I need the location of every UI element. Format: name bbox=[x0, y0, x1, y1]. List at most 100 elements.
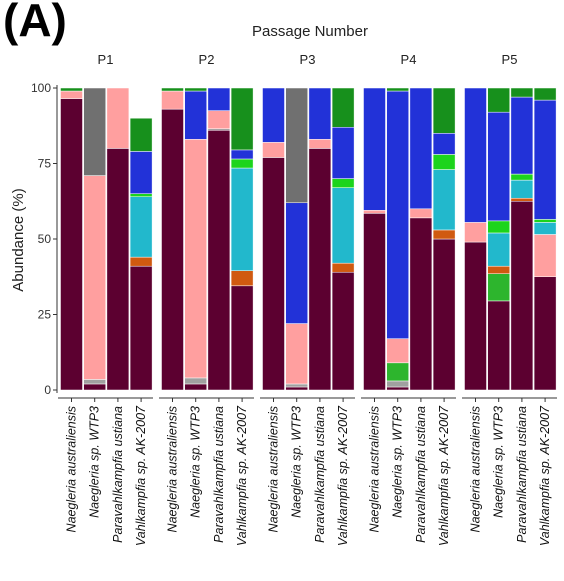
bar-segment bbox=[464, 87, 487, 223]
bar-segment bbox=[331, 271, 355, 391]
bar-segment bbox=[285, 87, 308, 204]
bar-segment bbox=[262, 142, 285, 158]
bar-segment bbox=[510, 96, 534, 175]
y-axis: 0 25 50 75 100 bbox=[31, 81, 58, 397]
bar-segment bbox=[230, 149, 254, 160]
bar-segment bbox=[510, 201, 534, 391]
bar-segment bbox=[207, 110, 231, 130]
bar-segment bbox=[207, 130, 231, 391]
facet-p5: P5 Naegleria australiensis Naegleria sp. W… bbox=[462, 49, 557, 546]
bar-segment bbox=[432, 229, 456, 240]
bar-segment bbox=[106, 148, 130, 391]
bar-segment bbox=[510, 197, 534, 202]
bar-segment bbox=[533, 222, 557, 235]
bar-segment bbox=[487, 265, 510, 274]
facet-p2: P2 Naegleria australiensis Naegleria sp. W… bbox=[159, 49, 254, 546]
bar-segment bbox=[386, 386, 409, 391]
y-tick-label: 50 bbox=[38, 232, 52, 246]
x-tick-label: Vahlkampfia sp. AK-2007 bbox=[235, 405, 249, 546]
bar-segment bbox=[432, 87, 456, 134]
bar-segment bbox=[184, 87, 207, 92]
bar-segment bbox=[331, 127, 355, 179]
bar-segment bbox=[230, 158, 254, 169]
bar-segment bbox=[129, 196, 153, 258]
bar-segment bbox=[533, 234, 557, 277]
x-tick-label: Naegleria australiensis bbox=[368, 406, 382, 532]
bar-segment bbox=[331, 178, 355, 188]
bar-segment bbox=[262, 157, 285, 391]
x-tick-label: Naegleria australiensis bbox=[166, 406, 180, 532]
x-tick-label: Paravahlkampfia ustiana bbox=[111, 406, 125, 543]
bar-segment bbox=[129, 265, 153, 391]
bar-segment bbox=[308, 139, 332, 149]
facet-p1: P1 Naegleria australiensis Naegleria sp. W… bbox=[58, 49, 153, 546]
bar-segment bbox=[129, 193, 153, 197]
bar-segment bbox=[129, 256, 153, 267]
x-tick-label: Naegleria australiensis bbox=[65, 406, 79, 532]
bar-segment bbox=[60, 90, 83, 99]
bar-segment bbox=[207, 87, 231, 111]
panel-label: (A) bbox=[3, 0, 67, 46]
bar-segment bbox=[464, 222, 487, 243]
bar-segment bbox=[161, 90, 184, 110]
bar-segment bbox=[510, 87, 534, 98]
bar-segment bbox=[386, 362, 409, 382]
bar-segment bbox=[510, 173, 534, 181]
bar-segment bbox=[161, 87, 184, 92]
y-axis-label: Abundance (%) bbox=[10, 188, 27, 291]
facet-strip-label: P4 bbox=[401, 52, 417, 67]
y-tick-label: 100 bbox=[31, 81, 51, 95]
facet-group: P1 Naegleria australiensis Naegleria sp. W… bbox=[58, 49, 557, 546]
bar-segment bbox=[363, 87, 386, 211]
x-tick-label: Naegleria australiensis bbox=[267, 406, 281, 532]
bar-segment bbox=[230, 167, 254, 271]
bar-segment bbox=[230, 270, 254, 287]
bar-segment bbox=[487, 87, 510, 113]
bar-segment bbox=[487, 111, 510, 222]
bar-segment bbox=[230, 87, 254, 151]
bar-segment bbox=[184, 139, 207, 379]
facet-strip bbox=[462, 49, 557, 69]
bar-segment bbox=[184, 377, 207, 385]
bar-segment bbox=[409, 208, 433, 219]
x-tick-label: Naegleria sp. WTP3 bbox=[290, 406, 304, 518]
x-tick-label: Naegleria sp. WTP3 bbox=[88, 406, 102, 518]
y-tick-label: 0 bbox=[44, 383, 51, 397]
bar-segment bbox=[60, 98, 83, 391]
bar-segment bbox=[83, 383, 106, 391]
bar-segment bbox=[432, 169, 456, 231]
bar-segment bbox=[285, 202, 308, 324]
facet-p3: P3 Naegleria australiensis Naegleria sp. W… bbox=[260, 49, 355, 546]
bar-segment bbox=[386, 90, 409, 339]
bar-segment bbox=[106, 87, 130, 149]
bar-segment bbox=[83, 175, 106, 380]
bar-segment bbox=[83, 379, 106, 385]
x-tick-label: Paravahlkampfia ustiana bbox=[212, 406, 226, 543]
bar-segment bbox=[230, 285, 254, 391]
y-tick-label: 75 bbox=[38, 157, 52, 171]
bar-segment bbox=[386, 87, 409, 92]
bar-segment bbox=[464, 241, 487, 391]
bar-segment bbox=[363, 213, 386, 391]
bar-segment bbox=[285, 386, 308, 391]
x-tick-label: Vahlkampfia sp. AK-2007 bbox=[538, 405, 552, 546]
bar-segment bbox=[386, 338, 409, 364]
x-tick-label: Naegleria sp. WTP3 bbox=[189, 406, 203, 518]
x-tick-label: Naegleria sp. WTP3 bbox=[492, 406, 506, 518]
bar-segment bbox=[83, 87, 106, 176]
x-tick-label: Vahlkampfia sp. AK-2007 bbox=[134, 405, 148, 546]
bar-segment bbox=[262, 87, 285, 143]
bar-segment bbox=[331, 262, 355, 273]
facet-p4: P4 Naegleria australiensis Naegleria sp. W… bbox=[361, 49, 456, 546]
bar-segment bbox=[432, 133, 456, 155]
bar-segment bbox=[60, 87, 83, 92]
bar-segment bbox=[510, 179, 534, 199]
bar-segment bbox=[409, 87, 433, 210]
bar-segment bbox=[285, 323, 308, 385]
bar-segment bbox=[184, 383, 207, 391]
x-tick-label: Naegleria australiensis bbox=[469, 406, 483, 532]
bar-segment bbox=[533, 87, 557, 101]
x-tick-label: Paravahlkampfia ustiana bbox=[515, 406, 529, 543]
facet-strip-label: P2 bbox=[199, 52, 215, 67]
